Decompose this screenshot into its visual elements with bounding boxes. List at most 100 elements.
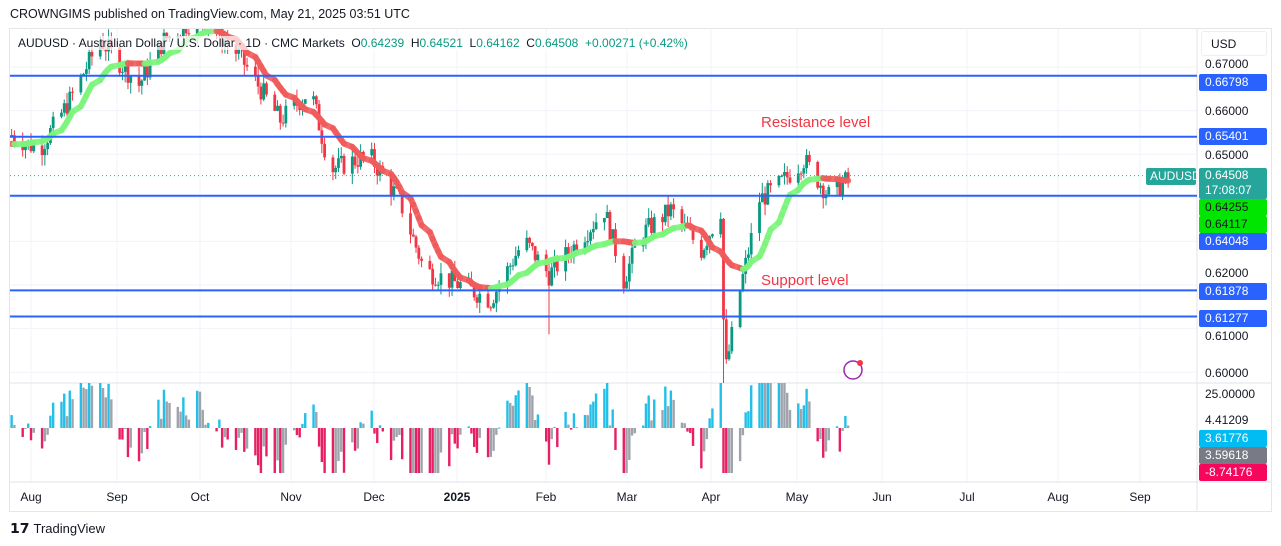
- candle: [256, 65, 260, 95]
- candle: [278, 103, 282, 130]
- histogram-bar: [456, 428, 459, 449]
- histogram-bar: [434, 428, 437, 473]
- histogram-bar: [24, 428, 27, 429]
- histogram-bar: [196, 390, 199, 428]
- histogram-bar: [453, 428, 457, 444]
- candle: [320, 122, 324, 154]
- histogram-bar: [797, 403, 800, 428]
- histogram-bar: [187, 419, 191, 428]
- candle: [323, 137, 327, 161]
- histogram-bar: [13, 424, 16, 428]
- histogram-bar: [824, 428, 828, 452]
- candle: [312, 91, 315, 106]
- histogram-bar: [758, 383, 761, 428]
- tradingview-icon: 𝟭𝟳: [10, 520, 30, 536]
- candle: [511, 258, 515, 271]
- histogram-bar: [398, 428, 401, 435]
- histogram-bar: [827, 428, 830, 441]
- histogram-bar: [304, 413, 307, 428]
- histogram-bar: [556, 428, 559, 448]
- histogram-bar: [342, 428, 346, 473]
- candle: [51, 111, 55, 131]
- candle: [669, 202, 673, 221]
- candle: [65, 93, 69, 117]
- histogram-bar: [702, 428, 706, 452]
- candle: [760, 182, 764, 203]
- tradingview-label: TradingView: [33, 521, 106, 536]
- histogram-bar: [625, 428, 628, 473]
- candle: [434, 277, 437, 287]
- resistance-label: Resistance level: [761, 114, 871, 131]
- candle: [356, 155, 360, 174]
- histogram-bar: [220, 428, 224, 448]
- histogram-bar: [71, 399, 74, 428]
- histogram-bar: [157, 399, 160, 428]
- histogram-bar: [838, 428, 842, 452]
- histogram-bar: [730, 428, 734, 473]
- candle: [553, 249, 556, 278]
- open-label: O: [351, 36, 361, 50]
- candle: [43, 144, 47, 166]
- histogram-bar: [51, 402, 55, 428]
- histogram-bar: [334, 428, 337, 473]
- histogram-bar: [351, 428, 354, 443]
- histogram-bar: [633, 428, 637, 434]
- time-tick: Jul: [959, 490, 975, 504]
- candle: [799, 171, 803, 181]
- histogram-bar: [140, 428, 143, 454]
- histogram-bar: [750, 385, 753, 428]
- histogram-bar: [101, 388, 105, 428]
- histogram-bar: [184, 415, 188, 428]
- histogram-bar: [182, 397, 185, 428]
- candle: [780, 174, 784, 178]
- histogram-bar: [218, 419, 221, 428]
- price-tick: 0.61000: [1205, 329, 1249, 343]
- candle: [650, 210, 653, 237]
- candle: [550, 259, 554, 287]
- histogram-bar: [572, 413, 576, 428]
- high-value: 0.64521: [419, 36, 463, 50]
- candle: [630, 244, 634, 274]
- candle: [262, 76, 266, 102]
- tradingview-logo[interactable]: 𝟭𝟳 TradingView: [10, 520, 105, 537]
- candle: [705, 242, 709, 256]
- histogram-bar: [146, 428, 149, 450]
- histogram-bar: [611, 409, 614, 428]
- histogram-bar: [392, 428, 396, 441]
- histogram-bar: [614, 428, 617, 450]
- histogram-bar: [691, 428, 695, 446]
- candle: [447, 273, 451, 297]
- candle: [436, 281, 440, 291]
- histogram-bar: [245, 428, 249, 449]
- candle: [350, 150, 354, 185]
- histogram-bar: [553, 426, 556, 428]
- candle: [766, 180, 770, 206]
- histogram-bar: [198, 391, 202, 428]
- time-tick: Dec: [363, 490, 385, 504]
- histogram-bar: [486, 428, 490, 458]
- histogram-bar: [234, 428, 238, 450]
- histogram-bar: [10, 415, 13, 428]
- histogram-bar: [32, 428, 35, 433]
- histogram-bar: [49, 415, 52, 428]
- histogram-bar: [666, 406, 670, 428]
- histogram-bar: [298, 428, 301, 438]
- histogram-bar: [711, 408, 714, 428]
- time-tick: May: [785, 490, 809, 504]
- candle: [129, 75, 133, 94]
- histogram-bar: [473, 428, 476, 447]
- histogram-bar: [323, 428, 326, 473]
- histogram-bar: [448, 428, 451, 467]
- symbol-title[interactable]: AUDUSD · Australian Dollar / U.S. Dollar…: [18, 36, 345, 50]
- histogram-bar: [470, 428, 473, 434]
- candle: [431, 263, 435, 290]
- time-tick: Sep: [106, 490, 128, 504]
- histogram-bar: [68, 390, 71, 428]
- candle: [663, 204, 667, 226]
- histogram-bar: [381, 428, 384, 432]
- currency-button[interactable]: USD: [1201, 31, 1267, 56]
- histogram-bar: [284, 428, 288, 445]
- time-tick: 2025: [443, 490, 471, 504]
- histogram-bar: [641, 425, 645, 428]
